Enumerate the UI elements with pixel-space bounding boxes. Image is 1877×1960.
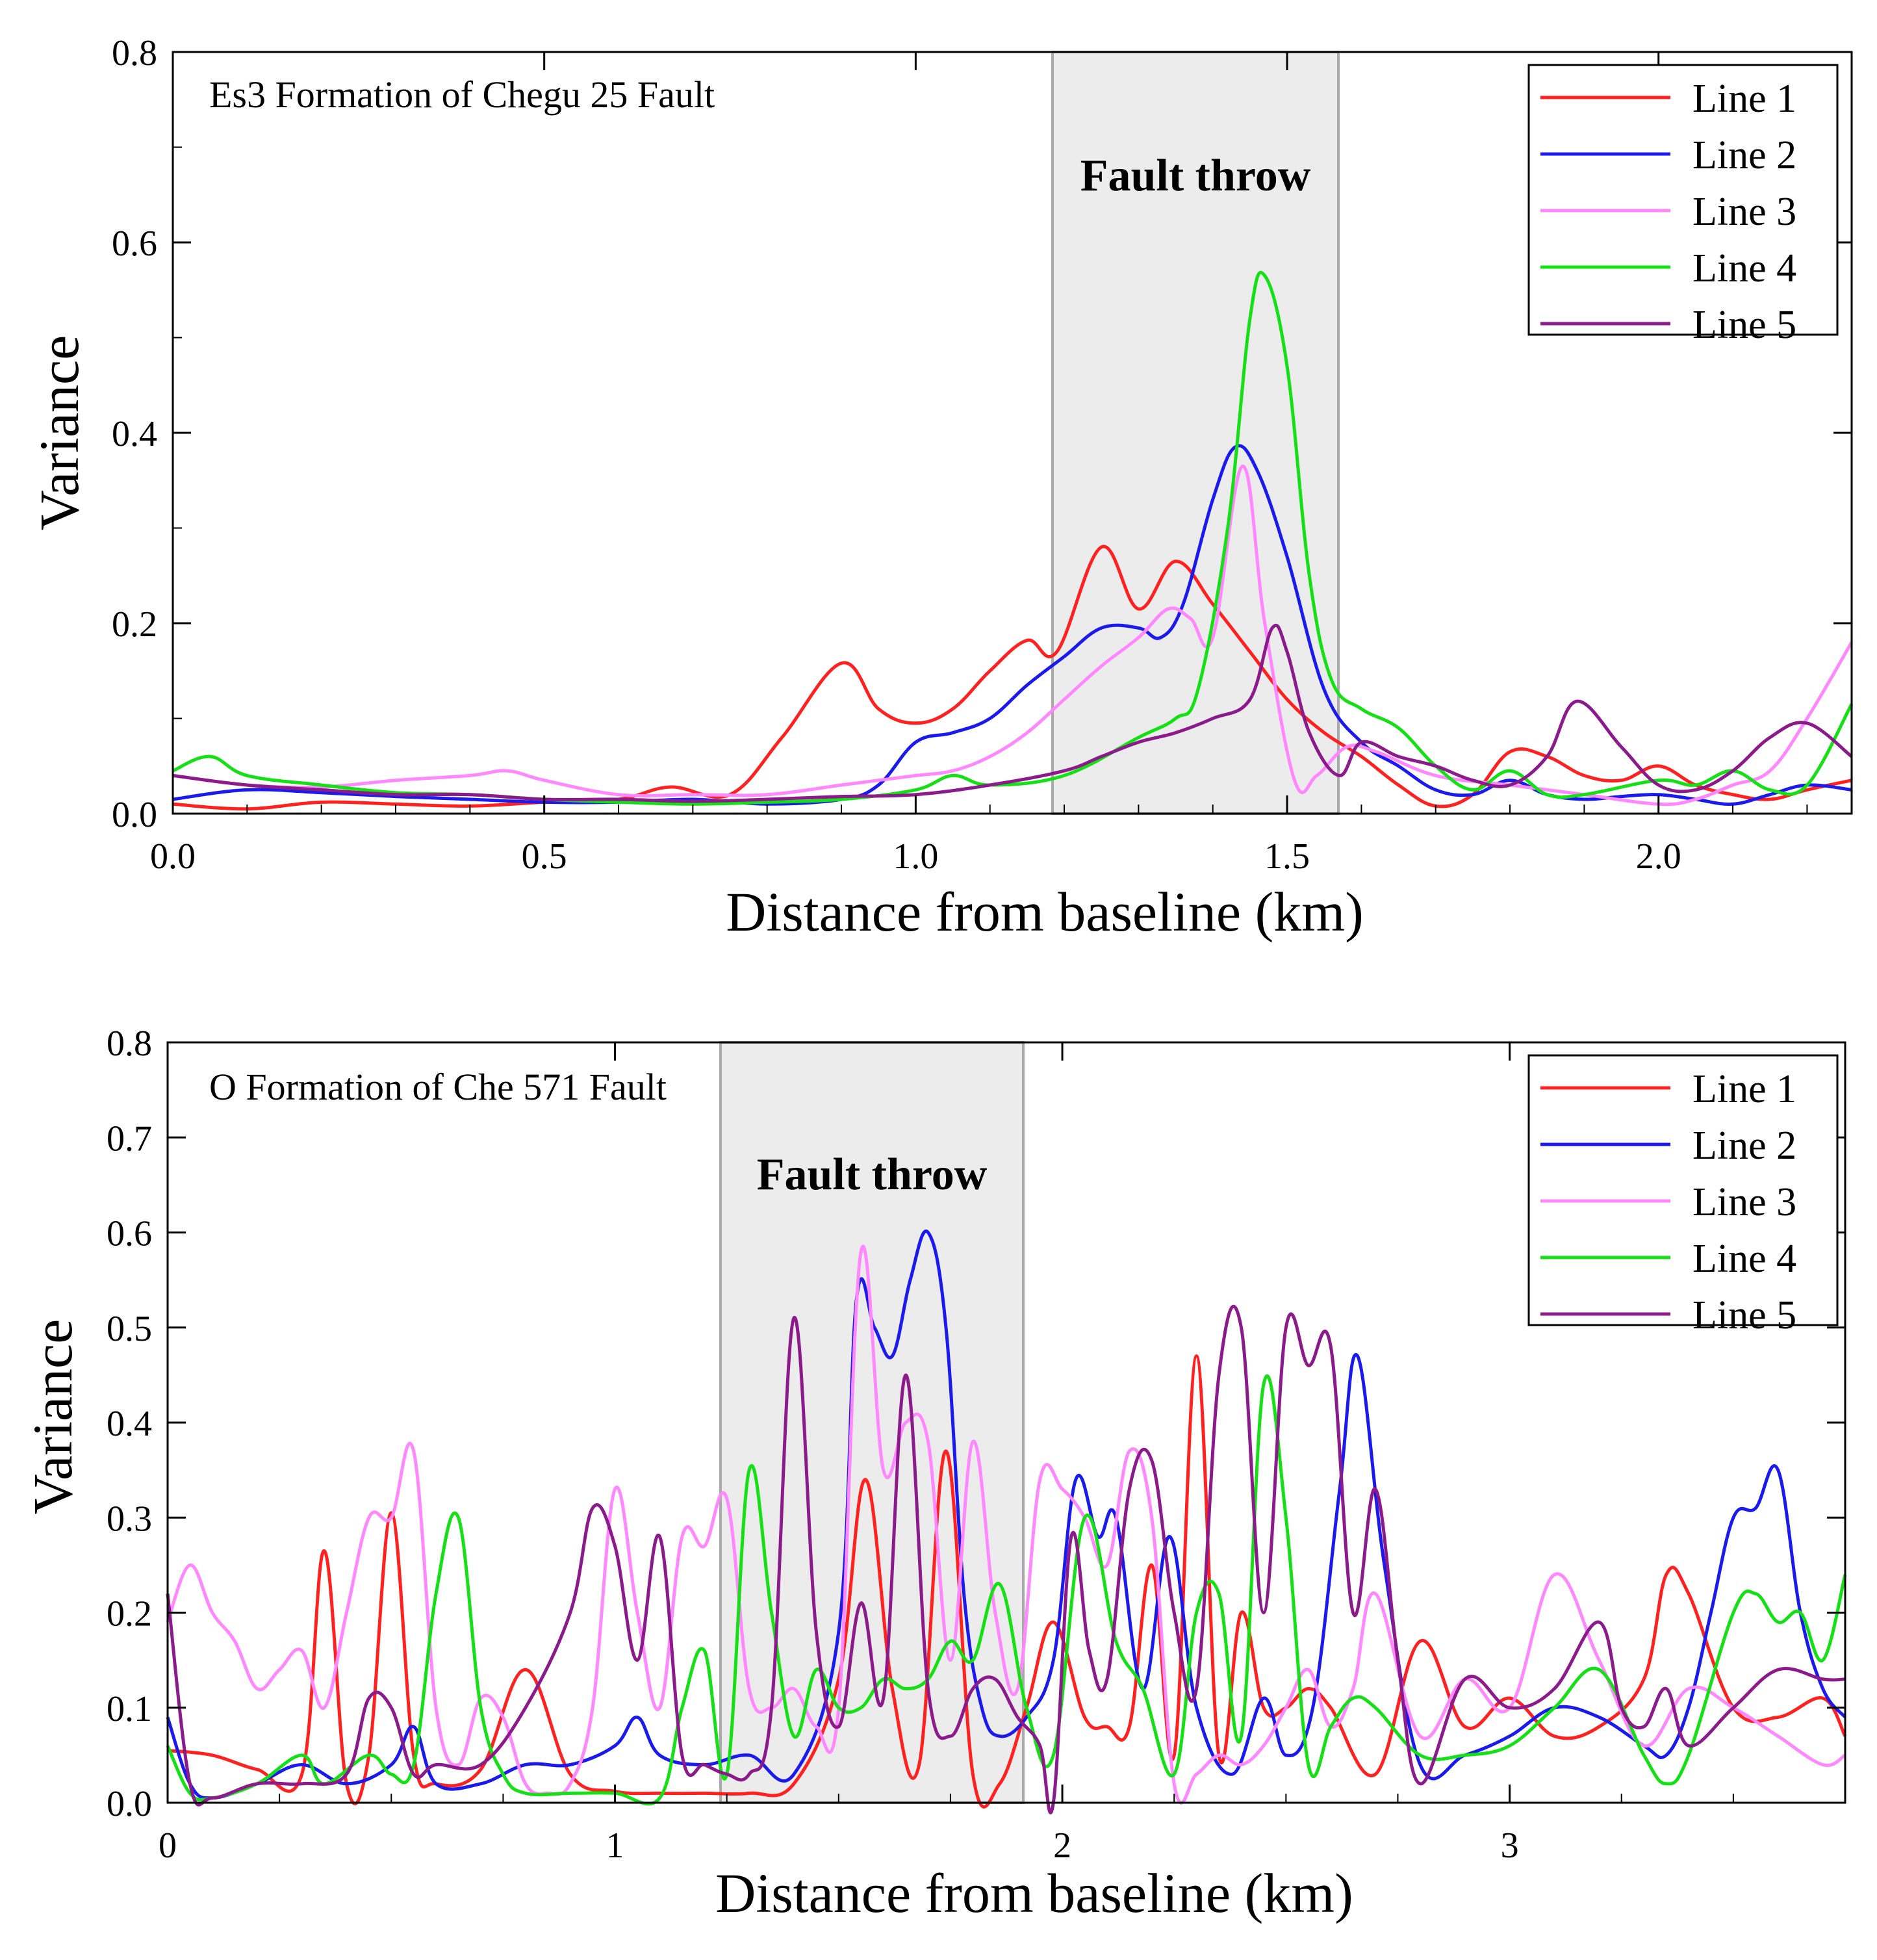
legend-label: Line 4 [1692,1237,1796,1281]
y-tick-label: 0.1 [107,1689,152,1729]
y-tick-label: 0.3 [107,1499,152,1539]
series-line-line-4 [166,1374,1847,1806]
x-tick-label: 1 [606,1825,624,1866]
y-tick-label: 0.4 [107,1404,152,1444]
legend-label: Line 4 [1692,246,1796,290]
series-line-line-3 [172,464,1854,806]
chart-panel-bottom: 0 1 2 3 0.0 0.1 0.2 0.3 0.4 0.5 0.6 0.7 0.8 O Format… [21,1024,1847,1924]
fault-throw-region [1051,51,1340,815]
axis-ticks: 0 1 2 3 0.0 0.1 0.2 0.3 0.4 0.5 0.6 0.7 0.8 [107,1024,1846,1866]
y-tick-label: 0.8 [112,33,157,73]
x-tick-label: 3 [1501,1825,1519,1866]
chart-panel-top: 0.0 0.5 1.0 1.5 2.0 0.0 0.2 0.4 0.6 0.8 Es3 Forma… [28,33,1854,943]
panel-title: O Formation of Che 571 Fault [209,1066,667,1108]
x-tick-label: 2.0 [1636,836,1681,877]
x-tick-label: 2 [1053,1825,1071,1866]
legend-label: Line 3 [1692,1180,1796,1224]
legend-box [1527,1054,1839,1326]
y-tick-label: 0.8 [107,1024,152,1064]
series-line-line-5 [166,1304,1846,1814]
y-tick-label: 0.0 [107,1784,152,1824]
legend-label: Line 1 [1692,77,1796,121]
panel-title: Es3 Formation of Chegu 25 Fault [209,73,715,116]
series-line-line-1 [167,1354,1847,1809]
series-line-line-2 [172,444,1852,806]
series-line-line-1 [172,545,1852,811]
x-tick-label: 0 [159,1825,177,1866]
y-tick-label: 0.6 [107,1214,152,1254]
x-tick-label: 1.0 [893,836,938,877]
y-tick-label: 0.0 [112,795,157,835]
y-tick-label: 0.2 [112,604,157,645]
legend-label: Line 3 [1692,190,1796,234]
legend: Line 1 Line 2 Line 3 Line 4 Line 5 [1527,1054,1839,1337]
y-tick-label: 0.6 [112,224,157,264]
legend-label: Line 5 [1692,303,1796,347]
legend-box [1527,64,1839,336]
y-tick-label: 0.7 [107,1118,152,1159]
legend: Line 1 Line 2 Line 3 Line 4 Line 5 [1527,64,1839,347]
y-axis-label: Variance [28,335,90,531]
axis-ticks: 0.0 0.5 1.0 1.5 2.0 0.0 0.2 0.4 0.6 0.8 [112,33,1852,877]
y-tick-label: 0.5 [107,1309,152,1349]
legend-label: Line 2 [1692,133,1796,177]
fault-throw-region [719,1041,1025,1804]
series-lines [166,1229,1847,1814]
x-tick-label: 0.5 [522,836,567,877]
y-tick-label: 0.4 [112,414,157,454]
series-line-line-3 [166,1244,1846,1805]
x-axis-label: Distance from baseline (km) [715,1862,1353,1924]
fault-throw-label: Fault throw [757,1150,988,1200]
legend-label: Line 1 [1692,1067,1796,1111]
legend-label: Line 2 [1692,1124,1796,1168]
fault-throw-label: Fault throw [1080,151,1311,201]
series-lines [172,270,1854,811]
y-tick-label: 0.2 [107,1594,152,1634]
series-line-line-5 [172,623,1853,803]
series-line-line-2 [166,1229,1846,1800]
legend-label: Line 5 [1692,1293,1796,1337]
x-axis-label: Distance from baseline (km) [726,881,1363,943]
y-axis-label: Variance [21,1319,84,1515]
series-line-line-4 [172,270,1854,806]
x-tick-label: 0.0 [150,836,196,877]
x-tick-label: 1.5 [1264,836,1310,877]
